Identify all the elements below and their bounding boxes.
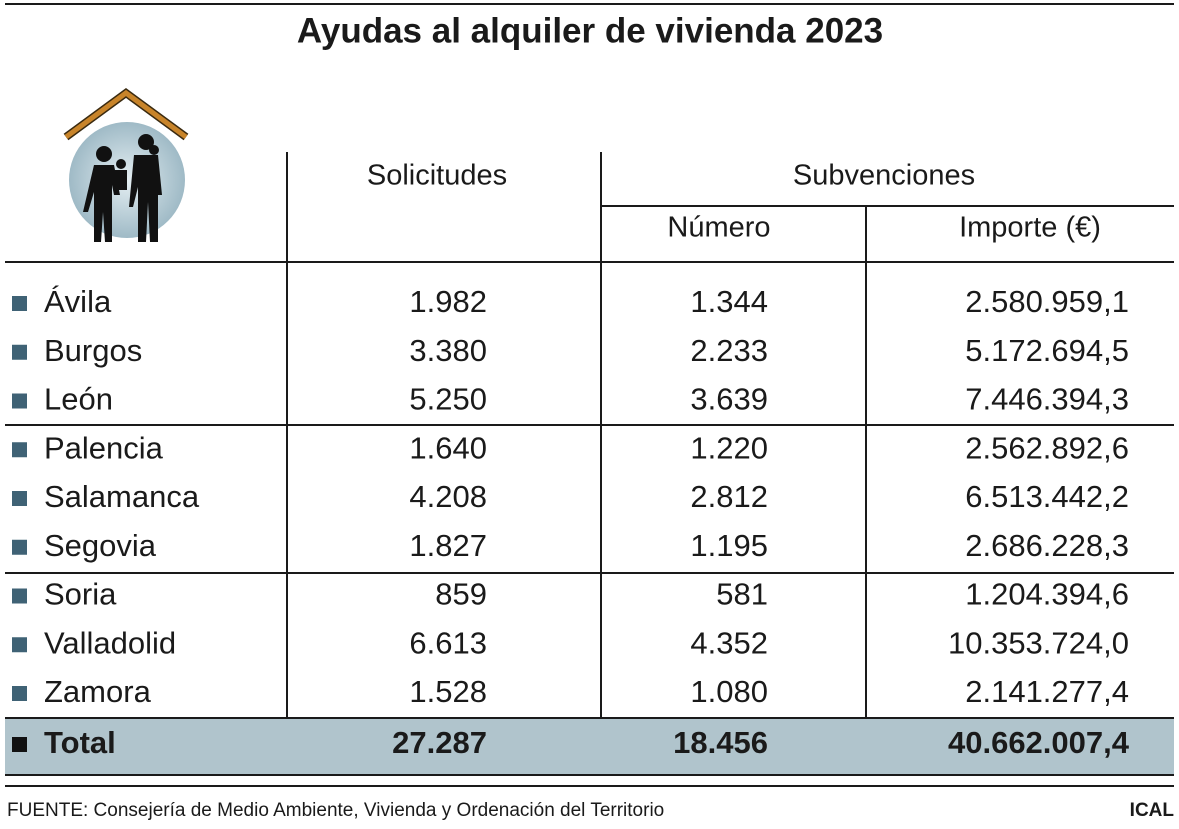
cell: 5.250 xyxy=(409,382,487,417)
cell: 1.982 xyxy=(409,284,487,319)
cell: 6.613 xyxy=(409,625,487,660)
row-label: Segovia xyxy=(44,528,157,563)
bullet xyxy=(12,686,27,701)
cell: 40.662.007,4 xyxy=(948,725,1130,760)
cell: 7.446.394,3 xyxy=(965,382,1129,417)
row-label: Salamanca xyxy=(44,479,200,514)
header-cell: Número xyxy=(667,212,770,244)
cell: 1.344 xyxy=(690,284,768,319)
cell: 859 xyxy=(435,577,487,612)
cell: 27.287 xyxy=(392,725,487,760)
cell: 3.639 xyxy=(690,382,768,417)
row-label: Valladolid xyxy=(44,625,176,660)
bullet xyxy=(12,491,27,506)
cell: 1.827 xyxy=(409,528,487,563)
cell: 2.233 xyxy=(690,333,768,368)
row-label: Burgos xyxy=(44,333,142,368)
row-label: Palencia xyxy=(44,430,164,465)
bullet xyxy=(12,539,27,555)
header-cell: Solicitudes xyxy=(367,160,507,192)
row-label: Soria xyxy=(44,577,117,612)
bullet xyxy=(12,344,27,360)
total-background xyxy=(5,718,1174,775)
cell: 5.172.694,5 xyxy=(965,333,1129,368)
cell: 1.220 xyxy=(690,430,768,465)
cell: 4.208 xyxy=(409,479,487,514)
cell: 6.513.442,2 xyxy=(965,479,1129,514)
cell: 2.580.959,1 xyxy=(965,284,1129,319)
row-label: Total xyxy=(44,725,116,760)
bullet xyxy=(12,296,27,311)
cell: 2.686.228,3 xyxy=(965,528,1129,563)
bullet xyxy=(12,442,27,458)
cell: 1.204.394,6 xyxy=(965,577,1129,612)
cell: 2.141.277,4 xyxy=(965,674,1129,709)
cell: 1.195 xyxy=(690,528,768,563)
bullet xyxy=(12,637,27,653)
cell: 1.640 xyxy=(409,430,487,465)
cell: 18.456 xyxy=(673,725,768,760)
bullet xyxy=(12,393,27,409)
cell: 4.352 xyxy=(690,625,768,660)
cell: 2.812 xyxy=(690,479,768,514)
bullet xyxy=(12,588,27,604)
house-icon xyxy=(63,88,189,242)
cell: 1.528 xyxy=(409,674,487,709)
cell: 2.562.892,6 xyxy=(965,430,1129,465)
source: FUENTE: Consejería de Medio Ambiente, Vi… xyxy=(7,800,664,821)
credit: ICAL xyxy=(1130,800,1175,821)
header-cell: Importe (€) xyxy=(959,212,1101,244)
cell: 581 xyxy=(716,577,768,612)
row-label: León xyxy=(44,382,113,417)
row-label: Ávila xyxy=(44,284,112,319)
row-label: Zamora xyxy=(44,674,152,709)
cell: 1.080 xyxy=(690,674,768,709)
cell: 3.380 xyxy=(409,333,487,368)
header-cell: Subvenciones xyxy=(793,160,975,192)
cell: 10.353.724,0 xyxy=(948,625,1129,660)
title: Ayudas al alquiler de vivienda 2023 xyxy=(297,11,883,50)
bullet xyxy=(12,737,27,752)
